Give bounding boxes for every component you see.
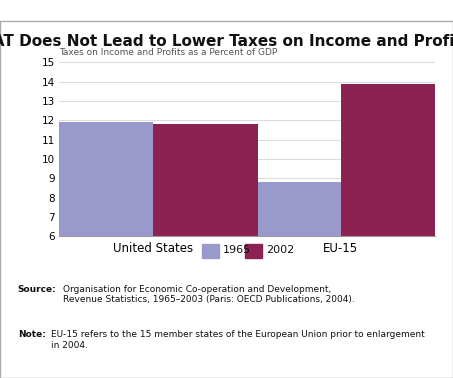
Bar: [341, 84, 446, 352]
Bar: [153, 124, 258, 352]
Text: Note:: Note:: [18, 330, 46, 339]
Bar: [236, 182, 341, 352]
Bar: [245, 244, 262, 258]
Text: Chart 4: Chart 4: [7, 6, 40, 15]
Text: VAT Does Not Lead to Lower Taxes on Income and Profits: VAT Does Not Lead to Lower Taxes on Inco…: [0, 34, 453, 49]
Text: Organisation for Economic Co-operation and Development, 
Revenue Statistics, 196: Organisation for Economic Co-operation a…: [63, 285, 354, 304]
Text: B 1852: B 1852: [414, 6, 446, 15]
Bar: [48, 122, 153, 352]
Text: Source:: Source:: [18, 285, 57, 294]
Text: 1965: 1965: [222, 245, 251, 256]
Bar: [202, 244, 219, 258]
Text: Taxes on Income and Profits as a Percent of GDP: Taxes on Income and Profits as a Percent…: [59, 48, 277, 57]
Text: EU-15 refers to the 15 member states of the European Union prior to enlargement
: EU-15 refers to the 15 member states of …: [51, 330, 425, 350]
Text: 2002: 2002: [265, 245, 294, 256]
